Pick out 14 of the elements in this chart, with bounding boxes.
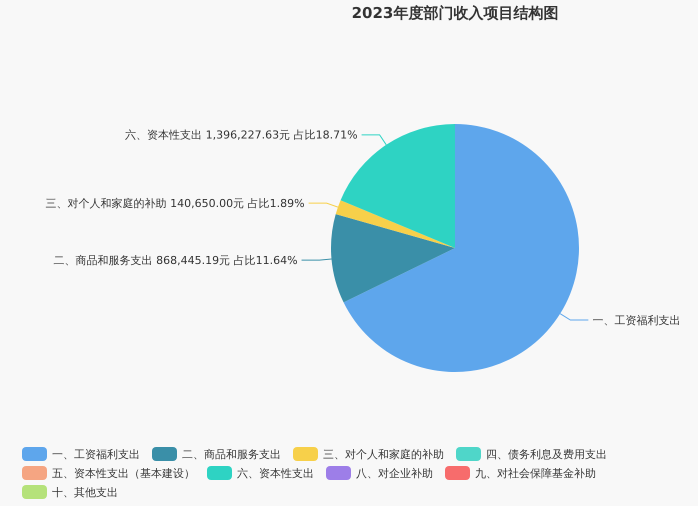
legend-label: 十、其他支出 [52,486,118,499]
legend-label: 九、对社会保障基金补助 [475,466,596,480]
legend-label: 一、工资福利支出 [52,448,140,461]
legend-label: 六、资本性支出 [237,466,314,480]
category-label: 三、对个人和家庭的补助 140,650.00元 占比1.89% [46,197,305,210]
legend-label: 五、资本性支出（基本建设） [52,466,195,480]
slice-label: 一、工资福利支出 [592,314,680,327]
category-label: 二、商品和服务支出 868,445.19元 占比11.64% [54,254,298,267]
legend-label: 二、商品和服务支出 [182,448,281,461]
legend-label: 四、债务利息及费用支出 [486,448,607,461]
chart-title: 2023年度部门收入项目结构图 [352,4,558,22]
legend-label: 三、对个人和家庭的补助 [323,448,444,461]
category-label: 六、资本性支出 1,396,227.63元 占比18.71% [125,128,358,142]
legend-label: 八、对企业补助 [356,466,433,480]
